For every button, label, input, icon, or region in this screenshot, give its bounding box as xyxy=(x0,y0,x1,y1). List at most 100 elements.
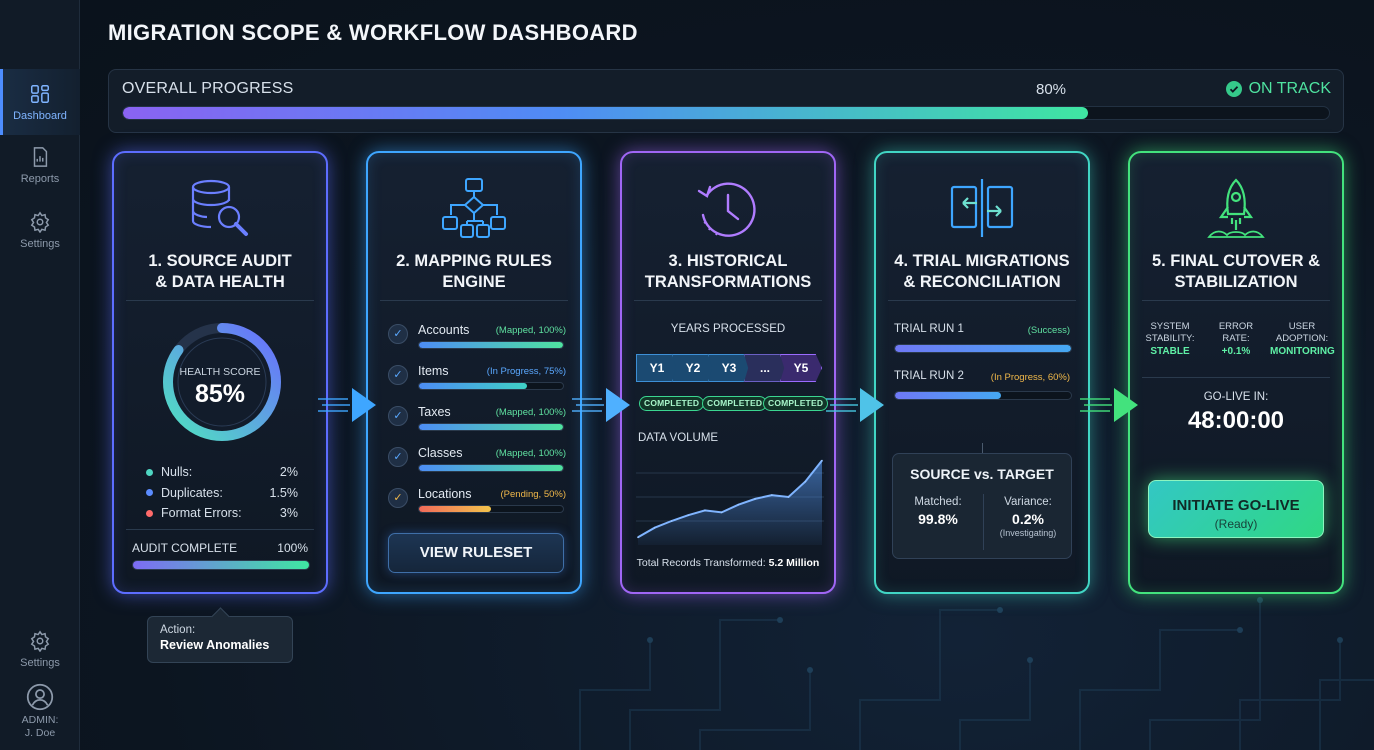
sidebar-item-settings[interactable]: Settings xyxy=(0,211,80,250)
action-tooltip[interactable]: Action: Review Anomalies xyxy=(147,616,293,663)
card-title: 5. FINAL CUTOVER & STABILIZATION xyxy=(1151,252,1321,291)
years-processed-label: YEARS PROCESSED xyxy=(670,323,786,335)
sidebar-bottom-settings-label: Settings xyxy=(20,657,60,669)
metric-label: ERROR RATE: xyxy=(1218,321,1254,344)
stat-row: Duplicates: 1.5% xyxy=(146,483,298,504)
rule-status: (Mapped, 100%) xyxy=(495,448,566,459)
divider xyxy=(1142,377,1330,378)
rule-progress-fill xyxy=(419,424,563,430)
sidebar-bottom-settings[interactable]: Settings xyxy=(0,630,80,669)
rule-name: Locations xyxy=(418,487,472,501)
divider xyxy=(126,300,314,301)
card-historical-transformations: 3. HISTORICAL TRANSFORMATIONS YEARS PROC… xyxy=(620,151,836,594)
data-point xyxy=(720,511,723,514)
rule-progress-bar xyxy=(418,505,564,513)
tooltip-action: Review Anomalies xyxy=(160,638,270,652)
card-source-audit: 1. SOURCE AUDIT & DATA HEALTH HEALTH SCO… xyxy=(112,151,328,594)
total-records-value: 5.2 Million xyxy=(768,557,820,569)
stat-label: Nulls: xyxy=(161,465,193,480)
trial-run-label: TRIAL RUN 2 xyxy=(894,370,964,382)
matched-stat: Matched: 99.8% xyxy=(893,496,983,527)
audit-progress-bar xyxy=(132,560,310,570)
year-step: Y3 xyxy=(708,354,750,382)
golive-countdown: 48:00:00 xyxy=(1187,407,1285,434)
divider xyxy=(634,300,822,301)
variance-label: Variance: xyxy=(1004,496,1052,508)
sidebar-item-label: Dashboard xyxy=(13,109,67,122)
mapping-rule-row: ✓ Locations (Pending, 50%) xyxy=(388,485,568,526)
settings-icon xyxy=(30,211,50,233)
divider xyxy=(380,300,568,301)
initiate-golive-button[interactable]: INITIATE GO-LIVE (Ready) xyxy=(1148,480,1324,538)
rule-status: (Pending, 50%) xyxy=(500,489,566,500)
mapping-rule-row: ✓ Classes (Mapped, 100%) xyxy=(388,444,568,485)
year-step: ... xyxy=(744,354,786,382)
metric-value: MONITORING xyxy=(1270,346,1335,357)
health-score-label: HEALTH SCORE xyxy=(179,366,261,378)
data-point xyxy=(653,526,656,529)
rule-progress-fill xyxy=(419,506,491,512)
card-title: 3. HISTORICAL TRANSFORMATIONS xyxy=(644,252,812,291)
data-point xyxy=(821,459,823,462)
card-trial-migrations: 4. TRIAL MIGRATIONS & RECONCILIATION TRI… xyxy=(874,151,1090,594)
flowchart-icon xyxy=(442,178,506,238)
total-records-label: Total Records Transformed: xyxy=(636,557,769,569)
audit-progress-fill xyxy=(133,561,309,569)
data-point xyxy=(737,503,740,506)
trial-run-progress-fill xyxy=(895,345,1071,352)
trial-run-progress-fill xyxy=(895,392,1001,399)
rule-status: (In Progress, 75%) xyxy=(486,366,566,377)
divider xyxy=(1142,300,1330,301)
card-final-cutover: 5. FINAL CUTOVER & STABILIZATION SYSTEM … xyxy=(1128,151,1344,594)
data-point xyxy=(687,514,689,517)
rule-progress-fill xyxy=(419,383,527,389)
check-icon: ✓ xyxy=(388,447,408,467)
data-point xyxy=(670,520,673,522)
flow-arrow-icon xyxy=(572,388,630,422)
check-circle-icon xyxy=(1225,81,1242,97)
user-profile[interactable]: ADMIN: J. Doe xyxy=(0,683,80,740)
data-point xyxy=(771,494,773,496)
stat-row: Nulls: 2% xyxy=(146,462,298,483)
health-stats: Nulls: 2% Duplicates: 1.5% Format Errors: 3… xyxy=(146,462,298,524)
trial-run-label: TRIAL RUN 1 xyxy=(894,323,964,335)
divider xyxy=(888,300,1076,301)
sidebar-item-label: Reports xyxy=(20,173,60,185)
status-badge: ON TRACK xyxy=(1225,80,1331,98)
year-step: Y2 xyxy=(672,354,714,382)
reports-icon xyxy=(33,147,48,167)
trial-run-progress-bar xyxy=(894,344,1072,353)
data-volume-chart xyxy=(636,459,824,545)
card-title: 4. TRIAL MIGRATIONS & RECONCILIATION xyxy=(894,252,1070,291)
stat-value: 1.5% xyxy=(269,485,299,500)
completed-badge: COMPLETED xyxy=(639,396,705,411)
sidebar: Dashboard Reports Settings Settings ADMI… xyxy=(0,0,80,750)
metric-value: STABLE xyxy=(1150,346,1190,357)
user-adoption: USER ADOPTION: MONITORING xyxy=(1270,321,1335,358)
metric-label: SYSTEM STABILITY: xyxy=(1145,321,1195,344)
overall-progress-bar xyxy=(122,106,1330,120)
sidebar-item-dashboard[interactable]: Dashboard xyxy=(0,69,80,135)
user-name: J. Doe xyxy=(24,727,56,739)
overall-progress-label: OVERALL PROGRESS xyxy=(122,80,294,97)
rule-name: Classes xyxy=(418,446,463,460)
error-rate: ERROR RATE: +0.1% xyxy=(1204,321,1268,358)
check-icon: ✓ xyxy=(388,488,408,508)
system-stability: SYSTEM STABILITY: STABLE xyxy=(1138,321,1202,358)
sidebar-item-reports[interactable]: Reports xyxy=(0,146,80,185)
view-ruleset-button[interactable]: VIEW RULESET xyxy=(388,533,564,573)
health-score-value: 85% xyxy=(194,380,246,408)
year-step: Y5 xyxy=(780,354,822,382)
audit-value: 100% xyxy=(277,541,308,555)
rule-progress-bar xyxy=(418,464,564,472)
card-title: 2. MAPPING RULES ENGINE xyxy=(396,252,552,291)
card-title: 1. SOURCE AUDIT & DATA HEALTH xyxy=(148,252,292,291)
user-role: ADMIN: xyxy=(21,714,59,726)
total-records: Total Records Transformed: 5.2 Million xyxy=(622,557,834,569)
trial-run-progress-bar xyxy=(894,391,1072,400)
data-point xyxy=(754,498,756,500)
rule-progress-bar xyxy=(418,341,564,349)
rule-progress-bar xyxy=(418,382,564,390)
metric-label: USER ADOPTION: xyxy=(1275,321,1329,344)
initiate-golive-sub: (Ready) xyxy=(1214,517,1258,531)
